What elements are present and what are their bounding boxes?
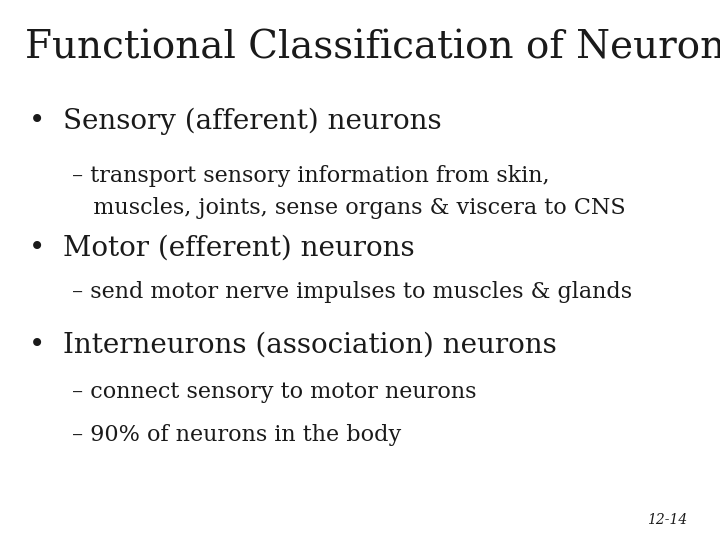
Text: – send motor nerve impulses to muscles & glands: – send motor nerve impulses to muscles &… [72,281,632,303]
Text: – connect sensory to motor neurons: – connect sensory to motor neurons [72,381,477,403]
Text: – transport sensory information from skin,
   muscles, joints, sense organs & vi: – transport sensory information from ski… [72,165,626,219]
Text: Functional Classification of Neurons: Functional Classification of Neurons [25,30,720,67]
Text: •  Sensory (afferent) neurons: • Sensory (afferent) neurons [29,108,441,136]
Text: •  Interneurons (association) neurons: • Interneurons (association) neurons [29,332,557,359]
Text: – 90% of neurons in the body: – 90% of neurons in the body [72,424,401,446]
Text: 12-14: 12-14 [647,512,688,526]
Text: •  Motor (efferent) neurons: • Motor (efferent) neurons [29,235,415,262]
